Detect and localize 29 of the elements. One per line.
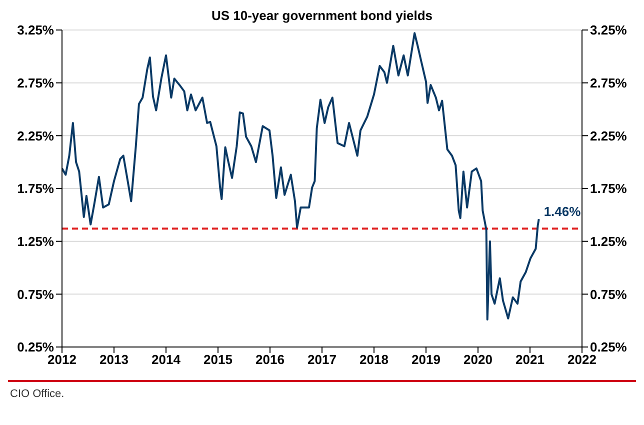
y2-tick-label: 3.25%	[590, 22, 628, 38]
x-tick-label: 2019	[412, 352, 440, 368]
x-tick-label: 2020	[464, 352, 492, 368]
x-tick-label: 2018	[360, 352, 388, 368]
text: CIO Office.	[10, 388, 64, 400]
x-tick-label: 2015	[204, 352, 232, 368]
y-tick-label: 3.25%	[17, 22, 54, 38]
x-tick-label: 2014	[152, 352, 182, 368]
x-tick-label: 2013	[100, 352, 128, 368]
y-tick-label: 2.25%	[17, 128, 54, 144]
x-tick-label: 2022	[568, 352, 596, 368]
y2-tick-label: 0.25%	[590, 340, 628, 355]
y2-tick-label: 1.75%	[590, 181, 628, 196]
y-tick-label: 1.25%	[17, 234, 54, 249]
x-tick-label: 2017	[308, 352, 336, 368]
y-tick-label: 1.75%	[17, 181, 54, 196]
y-tick-label: 0.25%	[17, 340, 54, 355]
x-tick-label: 2016	[256, 352, 284, 368]
line-series	[62, 32, 540, 321]
y2-tick-label: 2.25%	[590, 128, 628, 144]
y2-tick-label: 2.75%	[590, 75, 628, 90]
y2-tick-label: 0.75%	[590, 286, 628, 302]
annotation: 1.46%	[544, 204, 582, 219]
x-tick-label: 2021	[516, 352, 544, 368]
x-tick-label: 2012	[48, 352, 76, 368]
y-tick-label: 2.75%	[17, 75, 54, 90]
y-tick-label: 0.75%	[17, 286, 54, 302]
y2-tick-label: 1.25%	[590, 234, 628, 249]
chart-title: US 10-year government bond yields	[210, 8, 434, 23]
